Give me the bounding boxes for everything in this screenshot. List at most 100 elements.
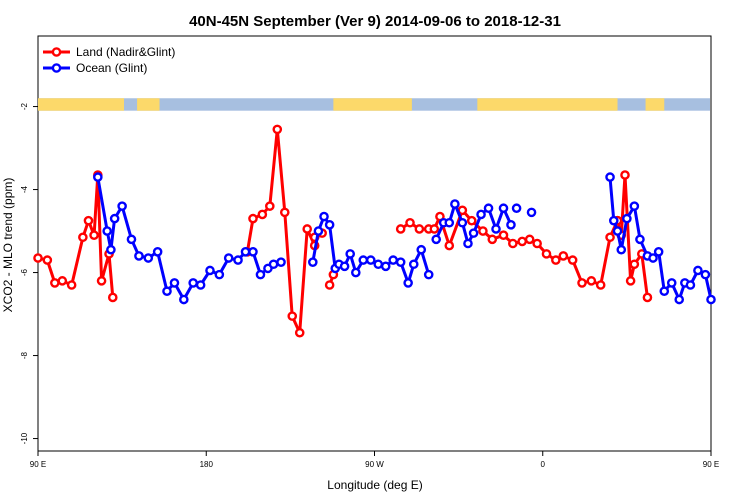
- y-axis: -2 -4 -6 -8 -10: [20, 102, 38, 444]
- x-axis-label: Longitude (deg E): [327, 478, 422, 492]
- data-point: [532, 238, 542, 249]
- y-tick-label: -2: [20, 102, 29, 110]
- land-band-segment: [645, 98, 665, 111]
- data-point: [395, 257, 406, 267]
- data-point: [476, 209, 486, 220]
- series-land: [33, 124, 653, 338]
- data-point: [629, 201, 640, 211]
- data-point: [423, 269, 434, 280]
- data-point: [653, 246, 664, 257]
- data-point: [674, 294, 685, 305]
- data-point: [351, 267, 361, 278]
- data-point: [541, 249, 552, 259]
- data-point: [629, 259, 640, 270]
- data-point: [205, 265, 215, 276]
- data-point: [608, 215, 619, 226]
- data-point: [483, 203, 494, 214]
- data-point: [89, 230, 99, 240]
- y-tick-label: -4: [20, 185, 29, 193]
- data-point: [506, 220, 516, 230]
- y-tick-label: -10: [20, 432, 29, 444]
- data-point: [319, 211, 329, 222]
- data-point: [308, 257, 318, 267]
- legend-entry: Ocean (Glint): [76, 61, 147, 75]
- data-point: [635, 234, 645, 245]
- data-point: [468, 228, 479, 238]
- data-point: [612, 226, 623, 236]
- data-point: [498, 230, 509, 240]
- data-point: [511, 203, 522, 214]
- data-point: [706, 294, 716, 305]
- y-axis-label: XCO2 - MLO trend (ppm): [1, 178, 15, 313]
- data-point: [188, 278, 198, 288]
- data-point: [169, 278, 180, 288]
- legend: Land (Nadir&Glint) Ocean (Glint): [43, 45, 175, 75]
- data-point: [162, 286, 172, 297]
- data-point: [66, 280, 77, 290]
- data-point: [50, 278, 60, 288]
- series-layer: [33, 124, 716, 338]
- data-point: [313, 226, 324, 236]
- data-point: [42, 255, 53, 265]
- data-point: [96, 276, 107, 286]
- legend-swatch-marker: [51, 63, 62, 73]
- x-tick-label: 180: [200, 460, 214, 469]
- data-point: [388, 255, 398, 265]
- data-point: [395, 224, 406, 234]
- data-point: [416, 244, 427, 255]
- data-point: [463, 238, 473, 249]
- data-point: [616, 244, 627, 255]
- data-point: [642, 292, 653, 303]
- data-point: [666, 278, 677, 288]
- data-point: [358, 255, 369, 265]
- data-point: [620, 170, 630, 180]
- data-point: [429, 224, 440, 234]
- data-point: [102, 226, 112, 236]
- data-point: [276, 257, 286, 267]
- data-point: [109, 213, 120, 224]
- data-point: [126, 234, 137, 245]
- data-point: [700, 269, 711, 280]
- x-tick-label: 90 E: [30, 460, 46, 469]
- data-point: [517, 236, 527, 247]
- data-point: [487, 234, 498, 245]
- y-tick-label: -6: [20, 268, 29, 276]
- land-ocean-band: [38, 98, 710, 111]
- data-point: [106, 244, 116, 255]
- data-point: [57, 276, 68, 286]
- data-point: [605, 232, 615, 243]
- data-point: [558, 251, 569, 261]
- data-point: [586, 276, 597, 286]
- data-point: [659, 286, 670, 297]
- data-point: [272, 124, 283, 135]
- data-point: [195, 280, 206, 290]
- land-band-segment: [38, 98, 124, 111]
- data-point: [324, 280, 335, 290]
- data-point: [248, 213, 258, 224]
- data-point: [287, 311, 298, 321]
- data-point: [78, 232, 88, 243]
- data-point: [693, 265, 703, 276]
- data-point: [498, 203, 509, 214]
- data-point: [403, 278, 413, 288]
- data-point: [324, 220, 335, 230]
- x-axis: 90 E 180 90 W 0 90 E: [30, 451, 719, 469]
- series-line: [245, 127, 317, 335]
- data-point: [179, 294, 189, 305]
- data-point: [240, 246, 251, 257]
- data-point: [648, 253, 658, 263]
- data-point: [577, 278, 587, 288]
- x-tick-label: 90 W: [365, 460, 384, 469]
- data-point: [508, 238, 518, 249]
- chart-title: 40N-45N September (Ver 9) 2014-09-06 to …: [189, 13, 561, 30]
- data-point: [524, 234, 535, 245]
- data-point: [551, 255, 561, 265]
- data-point: [143, 253, 154, 263]
- data-point: [117, 201, 127, 211]
- data-point: [134, 251, 144, 261]
- data-point: [625, 276, 636, 286]
- data-point: [248, 246, 258, 257]
- data-point: [685, 280, 696, 290]
- data-point: [294, 327, 305, 338]
